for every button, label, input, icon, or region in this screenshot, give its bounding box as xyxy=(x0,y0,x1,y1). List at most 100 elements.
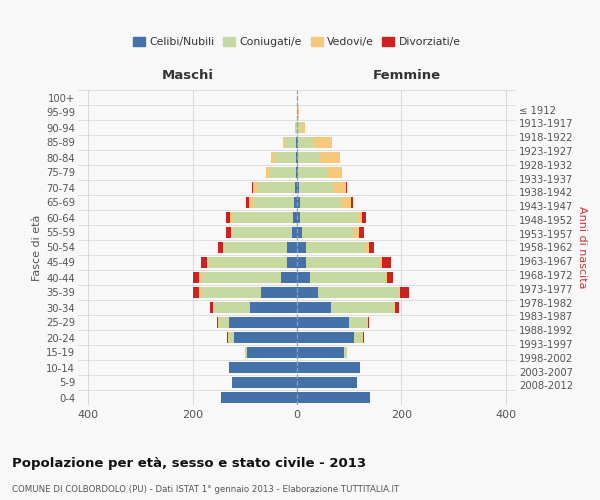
Bar xyxy=(297,212,299,224)
Y-axis label: Anni di nascita: Anni di nascita xyxy=(577,206,587,288)
Bar xyxy=(199,272,200,283)
Bar xyxy=(297,272,310,283)
Bar xyxy=(224,242,287,254)
Bar xyxy=(295,122,297,134)
Y-axis label: Fasce di età: Fasce di età xyxy=(32,214,42,280)
Bar xyxy=(296,166,297,178)
Text: Maschi: Maschi xyxy=(161,68,214,82)
Bar xyxy=(359,226,364,238)
Bar xyxy=(369,242,374,254)
Bar xyxy=(229,362,297,374)
Bar xyxy=(260,286,297,298)
Bar xyxy=(297,122,301,134)
Bar xyxy=(362,212,367,224)
Bar xyxy=(299,196,341,208)
Bar xyxy=(297,362,359,374)
Bar xyxy=(283,136,286,148)
Bar xyxy=(341,196,351,208)
Bar xyxy=(357,212,362,224)
Bar xyxy=(297,182,299,194)
Bar xyxy=(299,182,333,194)
Bar xyxy=(228,332,229,344)
Bar xyxy=(355,332,362,344)
Bar xyxy=(218,316,219,328)
Bar xyxy=(275,152,296,164)
Bar xyxy=(344,346,347,358)
Bar xyxy=(297,152,298,164)
Bar xyxy=(226,226,231,238)
Bar xyxy=(295,182,297,194)
Bar xyxy=(217,316,218,328)
Bar xyxy=(296,136,297,148)
Bar xyxy=(297,242,307,254)
Bar xyxy=(297,256,307,268)
Bar xyxy=(297,136,298,148)
Text: Popolazione per età, sesso e stato civile - 2013: Popolazione per età, sesso e stato civil… xyxy=(12,458,366,470)
Bar xyxy=(379,256,382,268)
Bar xyxy=(199,286,200,298)
Bar xyxy=(297,196,299,208)
Bar xyxy=(298,136,314,148)
Bar xyxy=(296,152,297,164)
Bar xyxy=(229,316,297,328)
Bar xyxy=(235,332,297,344)
Bar xyxy=(302,226,355,238)
Bar xyxy=(400,286,409,298)
Bar xyxy=(297,316,349,328)
Bar xyxy=(221,392,297,404)
Bar xyxy=(307,242,367,254)
Bar xyxy=(247,346,297,358)
Bar xyxy=(200,272,281,283)
Bar xyxy=(200,286,260,298)
Bar xyxy=(270,166,296,178)
Bar xyxy=(307,256,379,268)
Bar xyxy=(201,256,208,268)
Bar xyxy=(367,242,369,254)
Bar xyxy=(253,182,259,194)
Bar xyxy=(231,226,232,238)
Bar xyxy=(230,212,233,224)
Bar xyxy=(394,302,395,314)
Bar xyxy=(368,316,370,328)
Bar xyxy=(271,152,275,164)
Bar xyxy=(232,226,292,238)
Bar xyxy=(281,272,297,283)
Bar xyxy=(346,182,347,194)
Bar xyxy=(310,272,386,283)
Bar xyxy=(233,212,293,224)
Bar xyxy=(248,196,253,208)
Bar xyxy=(208,256,287,268)
Bar xyxy=(331,302,394,314)
Bar xyxy=(286,136,296,148)
Bar xyxy=(223,242,224,254)
Bar xyxy=(287,256,297,268)
Bar xyxy=(295,196,297,208)
Bar xyxy=(351,196,353,208)
Legend: Celibi/Nubili, Coniugati/e, Vedovi/e, Divorziati/e: Celibi/Nubili, Coniugati/e, Vedovi/e, Di… xyxy=(129,32,465,52)
Bar xyxy=(298,152,319,164)
Bar xyxy=(398,286,400,298)
Bar xyxy=(193,286,199,298)
Bar xyxy=(245,346,247,358)
Bar xyxy=(327,166,343,178)
Bar xyxy=(349,316,367,328)
Bar xyxy=(298,166,327,178)
Bar xyxy=(297,302,331,314)
Bar xyxy=(266,166,270,178)
Bar xyxy=(232,376,297,388)
Bar xyxy=(299,212,357,224)
Bar xyxy=(214,302,250,314)
Bar xyxy=(382,256,391,268)
Bar xyxy=(363,332,364,344)
Bar xyxy=(246,196,248,208)
Bar xyxy=(297,392,370,404)
Bar xyxy=(301,122,305,134)
Bar xyxy=(386,272,393,283)
Bar xyxy=(259,182,295,194)
Bar xyxy=(250,302,297,314)
Bar xyxy=(367,316,368,328)
Bar xyxy=(252,182,253,194)
Bar xyxy=(297,332,355,344)
Bar xyxy=(297,106,298,118)
Bar xyxy=(362,332,363,344)
